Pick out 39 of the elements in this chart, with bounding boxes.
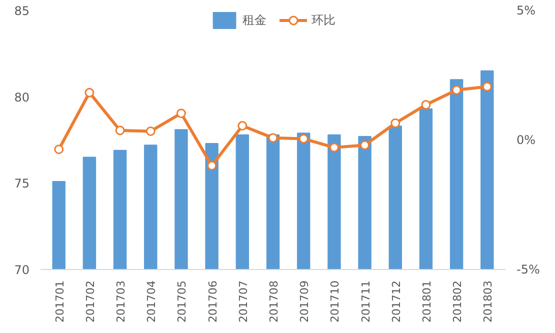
y2-tick-label: 0% [516, 133, 536, 147]
point [268, 133, 278, 143]
y-tick-label: 75 [14, 176, 30, 191]
x-tick-label: 201708 [268, 280, 280, 322]
y2-tick-label: -5% [516, 262, 540, 276]
point [421, 100, 431, 110]
x-tick-label: 201704 [145, 280, 158, 322]
x-tick-label: 201705 [176, 280, 189, 322]
point [238, 121, 248, 130]
x-tick-label: 201701 [53, 280, 66, 322]
point [452, 85, 462, 95]
x-tick-label: 201710 [328, 280, 342, 322]
point [390, 118, 400, 128]
point [360, 140, 370, 150]
x-tick-label: 201711 [359, 280, 372, 322]
x-tick-label: 201801 [420, 280, 434, 322]
point [84, 88, 94, 98]
legend-label: 租金 [242, 12, 266, 28]
y-tick-label: 70 [14, 263, 30, 277]
x-tick-label: 201707 [236, 280, 250, 322]
x-tick-label: 201706 [206, 280, 220, 322]
x-tick-label: 201703 [114, 280, 128, 322]
x-tick-label: 201803 [482, 280, 495, 322]
y2-tick-label: 5% [516, 4, 536, 18]
point [176, 108, 186, 118]
y-tick-label: 85 [14, 4, 30, 18]
point [298, 134, 308, 144]
point [54, 144, 64, 154]
point [115, 126, 125, 136]
x-tick-label: 201712 [390, 280, 403, 322]
point [482, 82, 492, 92]
x-tick-label: 201802 [451, 280, 464, 322]
x-tick-label: 201709 [298, 280, 312, 322]
x-tick-label: 201702 [84, 280, 97, 322]
point [207, 160, 217, 170]
point [329, 142, 339, 152]
legend-label: 环比 [312, 12, 336, 28]
y-tick-label: 80 [14, 90, 30, 104]
point [146, 126, 156, 136]
